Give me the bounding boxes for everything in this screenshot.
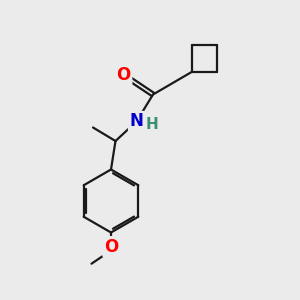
Text: H: H — [146, 117, 158, 132]
Text: N: N — [130, 112, 143, 130]
Text: O: O — [104, 238, 118, 256]
Text: O: O — [116, 66, 131, 84]
